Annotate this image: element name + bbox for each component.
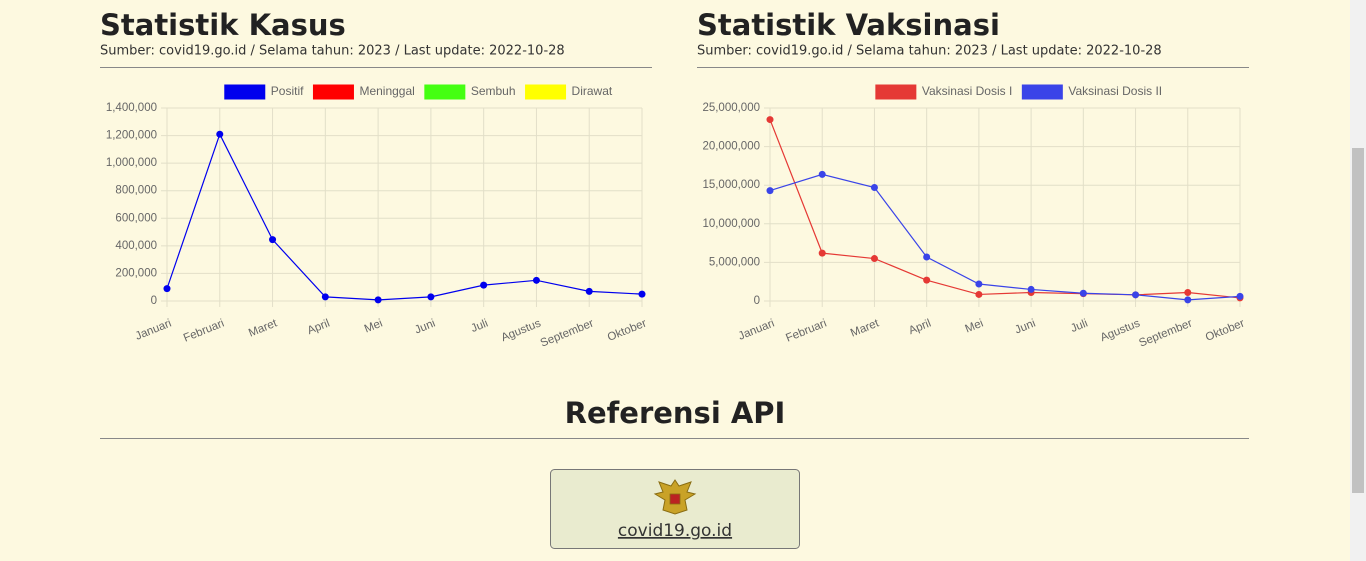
x-tick-label: Mei	[363, 317, 385, 335]
data-point	[269, 236, 277, 244]
data-point	[427, 293, 435, 301]
data-point	[321, 293, 329, 301]
x-tick-label: Januari	[134, 317, 173, 342]
legend-swatch	[312, 84, 354, 100]
series-line	[166, 132, 643, 301]
data-point	[532, 276, 540, 284]
y-tick-label: 1,400,000	[106, 102, 157, 114]
api-link[interactable]: covid19.go.id	[618, 521, 732, 541]
x-tick-label: Januari	[737, 317, 776, 342]
y-tick-label: 5,000,000	[709, 256, 760, 268]
data-point	[585, 287, 593, 295]
scrollbar-thumb[interactable]	[1352, 148, 1364, 493]
legend-swatch	[875, 84, 917, 100]
section-title: Referensi API	[565, 396, 786, 430]
data-point	[818, 170, 826, 178]
data-point	[923, 253, 931, 261]
x-tick-label: Agustus	[500, 317, 543, 344]
data-point	[975, 290, 983, 298]
legend-label: Positif	[271, 84, 304, 98]
y-tick-label: 600,000	[115, 212, 157, 224]
y-tick-label: 0	[754, 295, 760, 307]
data-point	[870, 255, 878, 263]
x-tick-label: Agustus	[1099, 317, 1142, 344]
data-point	[975, 280, 983, 288]
y-tick-label: 10,000,000	[702, 218, 760, 230]
y-tick-label: 20,000,000	[702, 141, 760, 153]
data-point	[1079, 289, 1087, 297]
y-tick-label: 15,000,000	[702, 179, 760, 191]
emblem-icon	[653, 479, 697, 515]
legend-label: Vaksinasi Dosis I	[922, 84, 1012, 98]
chart-subtitle: Sumber: covid19.go.id / Selama tahun: 20…	[100, 44, 565, 59]
y-tick-label: 1,200,000	[106, 130, 157, 142]
y-tick-label: 1,000,000	[106, 157, 157, 169]
legend-swatch	[525, 84, 567, 100]
x-tick-label: Juli	[469, 317, 490, 335]
legend-label: Sembuh	[471, 84, 516, 98]
x-tick-label: Maret	[849, 317, 881, 339]
x-tick-label: September	[1137, 317, 1194, 349]
data-point	[1027, 285, 1035, 293]
y-tick-label: 400,000	[115, 240, 157, 252]
data-point	[766, 116, 774, 124]
x-tick-label: Februari	[182, 317, 226, 344]
data-point	[374, 296, 382, 304]
x-tick-label: Maret	[247, 317, 279, 339]
legend-label: Vaksinasi Dosis II	[1068, 84, 1162, 98]
x-tick-label: April	[907, 317, 933, 337]
data-point	[870, 184, 878, 192]
x-tick-label: April	[306, 317, 332, 337]
data-point	[163, 285, 171, 293]
y-tick-label: 25,000,000	[702, 102, 760, 114]
chart-title: Statistik Kasus	[100, 8, 346, 42]
chart-title: Statistik Vaksinasi	[697, 8, 1000, 42]
series-line	[769, 173, 1241, 301]
legend-label: Meninggal	[359, 84, 414, 98]
data-point	[1184, 296, 1192, 304]
data-point	[1236, 292, 1244, 300]
x-tick-label: Oktober	[1204, 317, 1247, 344]
legend-swatch	[424, 84, 466, 100]
x-tick-label: Mei	[963, 317, 985, 335]
y-tick-label: 800,000	[115, 185, 157, 197]
series-line	[769, 119, 1241, 299]
data-point	[766, 187, 774, 195]
x-tick-label: Juli	[1069, 317, 1090, 335]
data-point	[1132, 291, 1140, 299]
y-tick-label: 0	[151, 295, 157, 307]
legend-label: Dirawat	[572, 84, 613, 98]
scrollbar[interactable]	[1350, 0, 1366, 561]
x-tick-label: September	[539, 317, 596, 349]
x-tick-label: Februari	[784, 317, 828, 344]
data-point	[818, 249, 826, 257]
y-tick-label: 200,000	[115, 267, 157, 279]
x-tick-label: Juni	[1013, 317, 1037, 336]
data-point	[216, 130, 224, 138]
data-point	[1184, 289, 1192, 297]
legend-swatch	[224, 84, 266, 100]
x-tick-label: Oktober	[606, 317, 649, 344]
data-point	[923, 276, 931, 284]
chart-subtitle: Sumber: covid19.go.id / Selama tahun: 20…	[697, 44, 1162, 59]
x-tick-label: Juni	[413, 317, 437, 336]
data-point	[480, 281, 488, 289]
data-point	[638, 290, 646, 298]
legend-swatch	[1021, 84, 1063, 100]
